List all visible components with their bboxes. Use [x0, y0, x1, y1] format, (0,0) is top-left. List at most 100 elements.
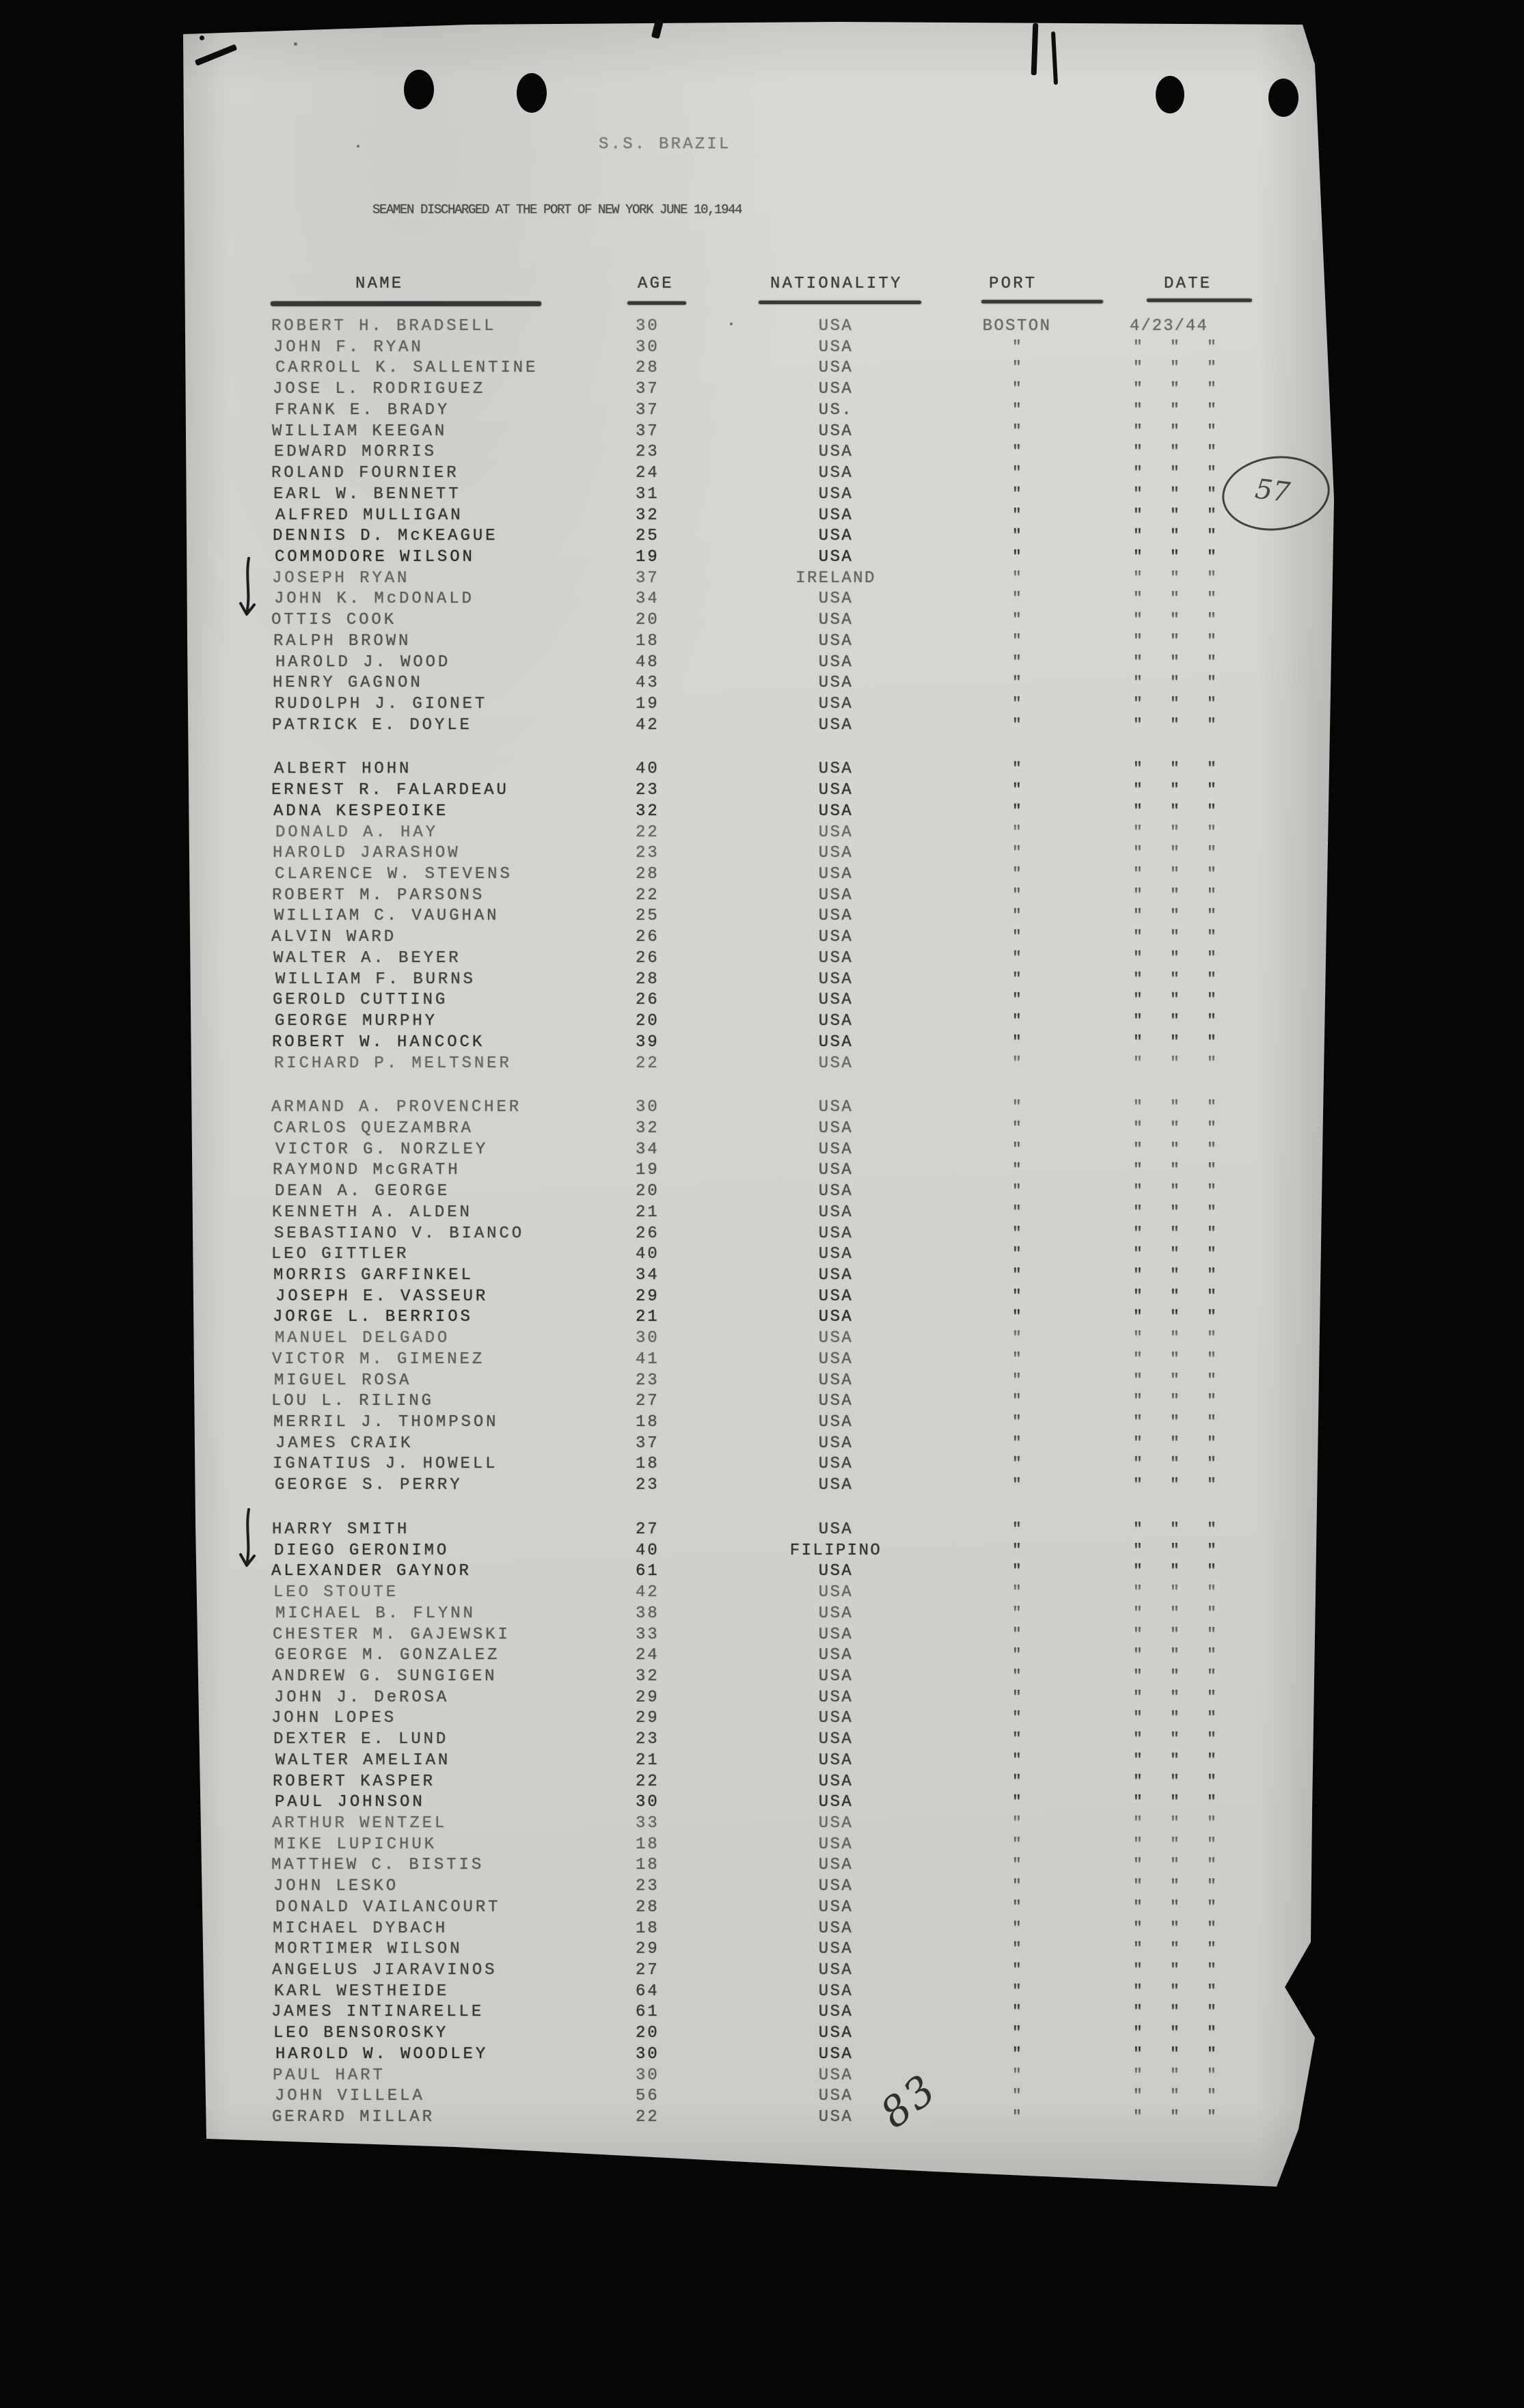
cell-port-ditto: "	[1012, 760, 1022, 778]
cell-date-ditto: "	[1207, 715, 1216, 734]
cell-date-ditto: "	[1133, 464, 1143, 482]
cell-nationality: USA	[818, 1919, 854, 1938]
cell-name: JOHN VILLELA	[275, 2087, 425, 2106]
cell-date-ditto: "	[1170, 611, 1180, 629]
cell-port-ditto: "	[1012, 1392, 1022, 1410]
cell-date-ditto: "	[1133, 1476, 1143, 1494]
cell-age: 27	[636, 1392, 659, 1411]
cell-date-ditto: "	[1170, 338, 1180, 356]
cell-age: 34	[636, 1266, 659, 1285]
cell-nationality: USA	[818, 865, 854, 884]
table-row: HAROLD J. WOOD 48 USA " " " "	[0, 652, 1524, 673]
table-row: JAMES CRAIK 37 USA " " " "	[0, 1433, 1524, 1454]
cell-age: 28	[636, 1898, 659, 1917]
cell-date-ditto: "	[1170, 1709, 1180, 1727]
cell-port-ditto: "	[1012, 1119, 1022, 1137]
cell-date-ditto: "	[1133, 1541, 1143, 1559]
table-row: ALBERT HOHN 40 USA " " " "	[0, 758, 1524, 780]
cell-port-ditto: "	[1012, 1032, 1022, 1051]
cell-date-ditto: "	[1133, 611, 1143, 629]
cell-date-ditto: "	[1170, 948, 1180, 967]
cell-date-ditto: "	[1133, 1161, 1143, 1179]
cell-date-ditto: "	[1170, 907, 1180, 925]
cell-date-ditto: "	[1207, 970, 1216, 988]
cell-date-ditto: "	[1207, 928, 1216, 946]
cell-nationality: USA	[818, 380, 854, 399]
cell-date-ditto: "	[1207, 865, 1216, 883]
cell-age: 26	[636, 991, 659, 1010]
table-row: GERARD MILLAR 22 USA " " " "	[0, 2107, 1524, 2128]
cell-name: JOSEPH RYAN	[272, 569, 410, 588]
cell-nationality: USA	[818, 2066, 854, 2085]
cell-name: PAUL JOHNSON	[275, 1793, 425, 1812]
cell-age: 22	[636, 1772, 659, 1791]
cell-age: 25	[636, 907, 659, 926]
column-header-nationality: NATIONALITY	[770, 275, 903, 293]
cell-date-ditto: "	[1170, 1814, 1180, 1832]
cell-age: 23	[636, 781, 659, 800]
cell-date-ditto: "	[1207, 547, 1216, 566]
cell-port-ditto: "	[1012, 1898, 1022, 1916]
header-underline	[271, 301, 541, 306]
table-row: ANGELUS JIARAVINOS 27 USA " " " "	[0, 1960, 1524, 1981]
cell-port: BOSTON	[982, 317, 1052, 336]
cell-port-ditto: "	[1012, 569, 1022, 587]
cell-date-ditto: "	[1170, 1119, 1180, 1137]
cell-age: 32	[636, 506, 659, 525]
cell-port-ditto: "	[1012, 865, 1022, 883]
cell-nationality: USA	[818, 1012, 854, 1030]
cell-port-ditto: "	[1012, 948, 1022, 967]
cell-date-ditto: "	[1133, 1392, 1143, 1410]
cell-age: 23	[636, 844, 659, 863]
cell-date-ditto: "	[1170, 590, 1180, 608]
cell-age: 21	[636, 1751, 659, 1770]
table-row: ARTHUR WENTZEL 33 USA " " " "	[0, 1813, 1524, 1834]
cell-nationality: USA	[818, 1350, 854, 1369]
cell-date-ditto: "	[1133, 1203, 1143, 1221]
cell-port-ditto: "	[1012, 1814, 1022, 1832]
document-subtitle: SEAMEN DISCHARGED AT THE PORT OF NEW YOR…	[372, 202, 743, 217]
cell-port-ditto: "	[1012, 1877, 1022, 1896]
cell-date-ditto: "	[1170, 1413, 1180, 1431]
cell-age: 64	[636, 1982, 659, 2001]
cell-name: VICTOR G. NORZLEY	[275, 1140, 489, 1159]
cell-age: 43	[636, 674, 659, 693]
cell-date-ditto: "	[1170, 1919, 1180, 1937]
cell-age: 40	[636, 1245, 659, 1264]
cell-age: 34	[636, 1140, 659, 1159]
cell-date-ditto: "	[1170, 484, 1180, 503]
cell-age: 25	[636, 527, 659, 546]
cell-age: 19	[636, 547, 659, 566]
cell-nationality: USA	[818, 2003, 854, 2022]
cell-port-ditto: "	[1012, 1520, 1022, 1538]
cell-date-ditto: "	[1207, 991, 1216, 1009]
table-row: MORTIMER WILSON 29 USA " " " "	[0, 1939, 1524, 1960]
cell-name: WALTER AMELIAN	[275, 1751, 451, 1770]
cell-date-ditto: "	[1207, 443, 1216, 461]
cell-nationality: USA	[818, 1814, 854, 1833]
table-row: JOSEPH E. VASSEUR 29 USA " " " "	[0, 1286, 1524, 1307]
table-row: HAROLD W. WOODLEY 30 USA " " " "	[0, 2044, 1524, 2065]
cell-date-ditto: "	[1207, 1604, 1216, 1622]
cell-nationality: USA	[818, 1392, 854, 1411]
table-row: JOHN VILLELA 56 USA " " " "	[0, 2085, 1524, 2107]
cell-port-ditto: "	[1012, 484, 1022, 503]
cell-date-ditto: "	[1170, 1877, 1180, 1896]
cell-nationality: USA	[818, 338, 854, 357]
cell-nationality: USA	[818, 991, 854, 1010]
cell-age: 40	[636, 1541, 659, 1560]
cell-date-ditto: "	[1207, 1245, 1216, 1263]
cell-date-ditto: "	[1133, 781, 1143, 799]
cell-date-ditto: "	[1207, 1562, 1216, 1581]
cell-date-ditto: "	[1207, 1182, 1216, 1201]
cell-port-ditto: "	[1012, 1562, 1022, 1581]
cell-port-ditto: "	[1012, 1350, 1022, 1368]
cell-date-ditto: "	[1133, 907, 1143, 925]
cell-port-ditto: "	[1012, 1266, 1022, 1284]
cell-date-ditto: "	[1133, 1054, 1143, 1072]
cell-name: EARL W. BENNETT	[273, 484, 461, 504]
cell-nationality: USA	[818, 2108, 854, 2126]
cell-date-ditto: "	[1170, 1287, 1180, 1305]
cell-port-ditto: "	[1012, 1434, 1022, 1452]
cell-age: 21	[636, 1308, 659, 1327]
